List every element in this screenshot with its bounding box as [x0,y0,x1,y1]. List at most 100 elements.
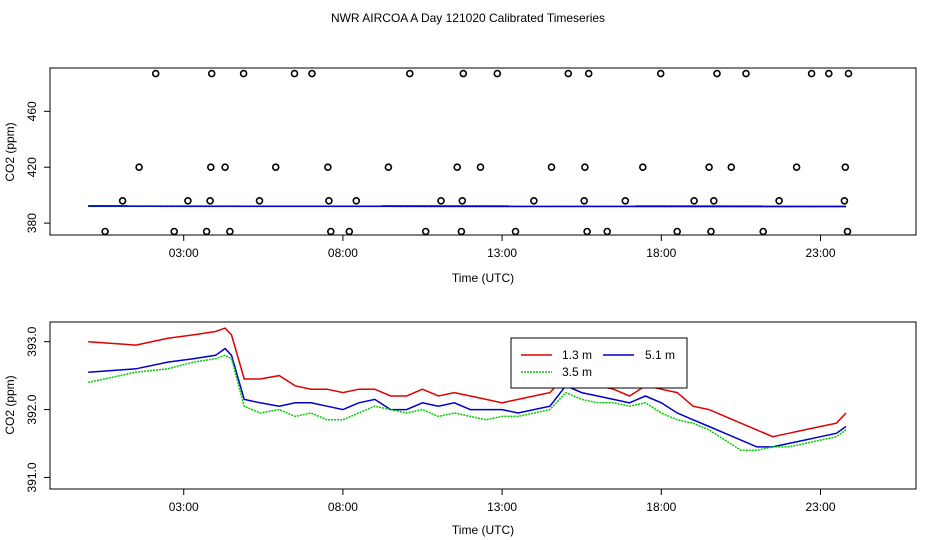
scatter-point [221,163,229,171]
bot-x-tick-label: 03:00 [169,500,199,514]
scatter-point [844,69,853,78]
scatter-point [656,69,665,78]
bot-y-tick-label: 392.0 [25,394,39,424]
scatter-point [621,197,630,205]
scatter-point [457,227,466,236]
top-scatter-points [101,69,853,236]
bot-x-tick-label: 13:00 [487,500,517,514]
scatter-point [437,197,445,205]
scatter-point [841,163,850,171]
bottom-plot-frame [49,321,917,490]
scatter-point [638,163,647,171]
scatter-point [326,227,335,236]
top-y-axis-label: CO2 (ppm) [3,122,17,181]
scatter-point [713,69,721,78]
scatter-point [584,69,593,78]
scatter-point [458,197,467,205]
bot-x-tick-label: 08:00 [328,500,358,514]
scatter-point [206,197,214,205]
top-plot-frame [49,67,917,236]
top-panel: 03:00 08:00 13:00 18:00 23:00 380 420 460 Time… [3,67,917,285]
scatter-point [207,69,216,78]
scatter-point [547,163,556,171]
scatter-point [453,163,462,171]
scatter-point [345,227,354,236]
top-x-tick-label: 03:00 [169,246,199,260]
scatter-point [705,163,713,171]
bot-x-tick-label: 18:00 [646,500,676,514]
scatter-point [239,69,248,78]
bottom-y-axis-label: CO2 (ppm) [3,375,17,434]
top-x-axis: 03:00 08:00 13:00 18:00 23:00 [169,235,836,260]
scatter-point [202,227,211,236]
scatter-point [324,163,332,171]
scatter-point [118,197,127,205]
top-y-tick-label: 380 [25,213,39,233]
top-y-tick-label: 460 [25,101,39,121]
scatter-point [759,227,768,236]
top-x-tick-label: 13:00 [487,246,517,260]
scatter-point [184,197,192,205]
top-x-tick-label: 18:00 [646,246,676,260]
top-y-tick-label: 420 [25,157,39,177]
scatter-point [840,197,849,205]
scatter-point [511,227,520,236]
bot-series-line-3-5-m [88,354,847,452]
scatter-point [564,69,573,78]
top-series-lines [88,205,847,208]
legend: 1.3 m 5.1 m 3.5 m [510,337,688,389]
scatter-point [384,163,393,171]
top-x-tick-label: 23:00 [805,246,835,260]
top-x-tick-label: 08:00 [328,246,358,260]
scatter-point [690,197,698,205]
bot-y-tick-label: 393.0 [25,326,39,356]
scatter-point [290,69,299,78]
scatter-point [459,69,468,78]
scatter-point [581,163,589,171]
scatter-point [742,69,750,78]
scatter-point [170,227,178,236]
bot-series-line-1-3-m [88,327,847,438]
scatter-point [151,69,160,78]
legend-label-3-5m: 3.5 m [562,365,592,379]
bot-y-tick-label: 391.0 [25,462,39,492]
scatter-point [101,227,109,236]
scatter-point [135,163,143,171]
scatter-point [709,197,718,205]
bottom-x-axis: 03:00 08:00 13:00 18:00 23:00 [169,489,836,514]
scatter-point [824,69,833,78]
scatter-point [792,163,801,171]
scatter-point [493,69,502,78]
scatter-point [271,163,280,171]
scatter-point [843,227,852,236]
scatter-point [727,163,736,171]
legend-label-1-3m: 1.3 m [562,348,592,362]
scatter-point [673,227,682,236]
bottom-panel: 03:00 08:00 13:00 18:00 23:00 391.0 392.0 393.… [3,321,917,537]
scatter-point [421,227,430,236]
scatter-point [255,197,264,205]
top-x-axis-label: Time (UTC) [452,271,514,285]
scatter-point [583,227,591,236]
scatter-point [325,197,333,205]
top-y-axis: 380 420 460 [25,101,50,233]
scatter-point [405,69,414,78]
bot-series-line-5-1-m [88,347,847,448]
scatter-point [807,69,816,78]
legend-label-5-1m: 5.1 m [645,348,675,362]
legend-box [510,337,688,389]
scatter-point [207,163,215,171]
scatter-point [707,227,715,236]
scatter-point [580,197,589,205]
scatter-point [603,227,612,236]
scatter-point [352,197,361,205]
chart-title: NWR AIRCOA A Day 121020 Calibrated Times… [331,11,605,25]
scatter-point [530,197,538,205]
scatter-point [476,163,485,171]
bottom-x-axis-label: Time (UTC) [452,523,514,537]
bottom-series-lines [88,327,847,452]
bottom-y-axis: 391.0 392.0 393.0 [25,326,50,492]
scatter-point [308,69,316,78]
bot-x-tick-label: 23:00 [805,500,835,514]
